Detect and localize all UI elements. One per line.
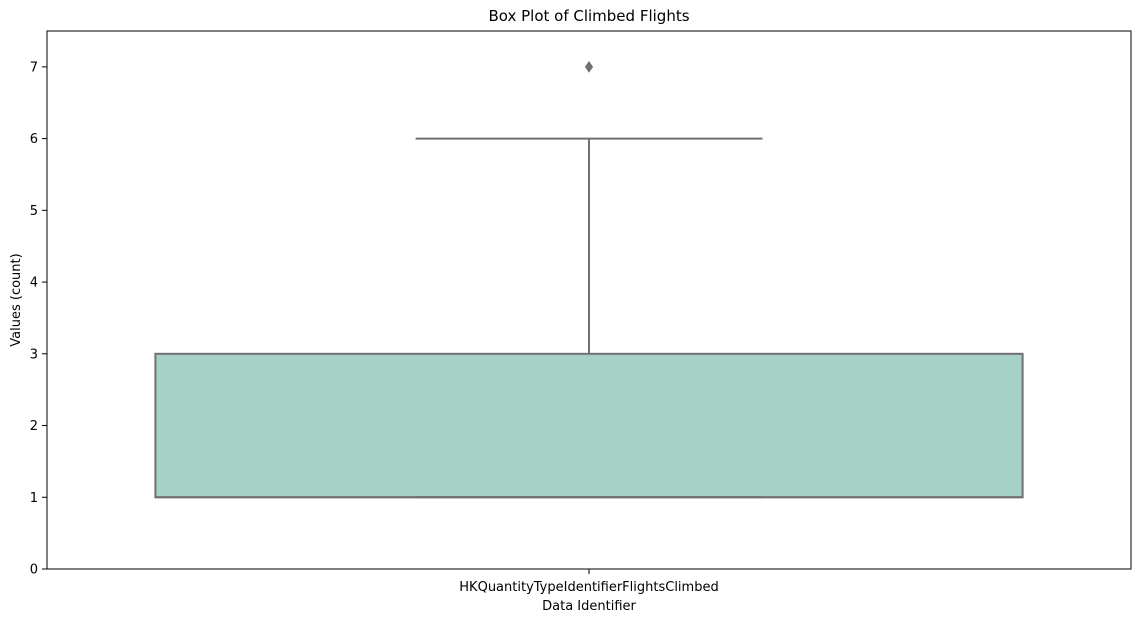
box-iqr — [154, 352, 1024, 499]
y-axis-title: Values (count) — [9, 253, 24, 346]
y-tick-label: 0 — [30, 563, 38, 578]
x-tick-label: HKQuantityTypeIdentifierFlightsClimbed — [459, 580, 718, 595]
y-tick-label: 3 — [30, 347, 38, 362]
y-tick-label: 2 — [30, 419, 38, 434]
y-tick-label: 4 — [30, 276, 38, 291]
y-tick-label: 5 — [30, 204, 38, 219]
y-axis-ticks: 0 1 2 3 4 5 6 7 — [30, 60, 47, 578]
chart-title: Box Plot of Climbed Flights — [488, 7, 689, 25]
x-axis-ticks: HKQuantityTypeIdentifierFlightsClimbed — [459, 569, 719, 595]
axes-frame — [46, 30, 1132, 570]
box-series — [154, 60, 1024, 499]
y-tick-label: 7 — [30, 60, 38, 75]
x-axis-title: Data Identifier — [542, 599, 636, 614]
y-tick-label: 1 — [30, 491, 38, 506]
outlier-point — [584, 60, 594, 73]
y-tick-label: 6 — [30, 132, 38, 147]
